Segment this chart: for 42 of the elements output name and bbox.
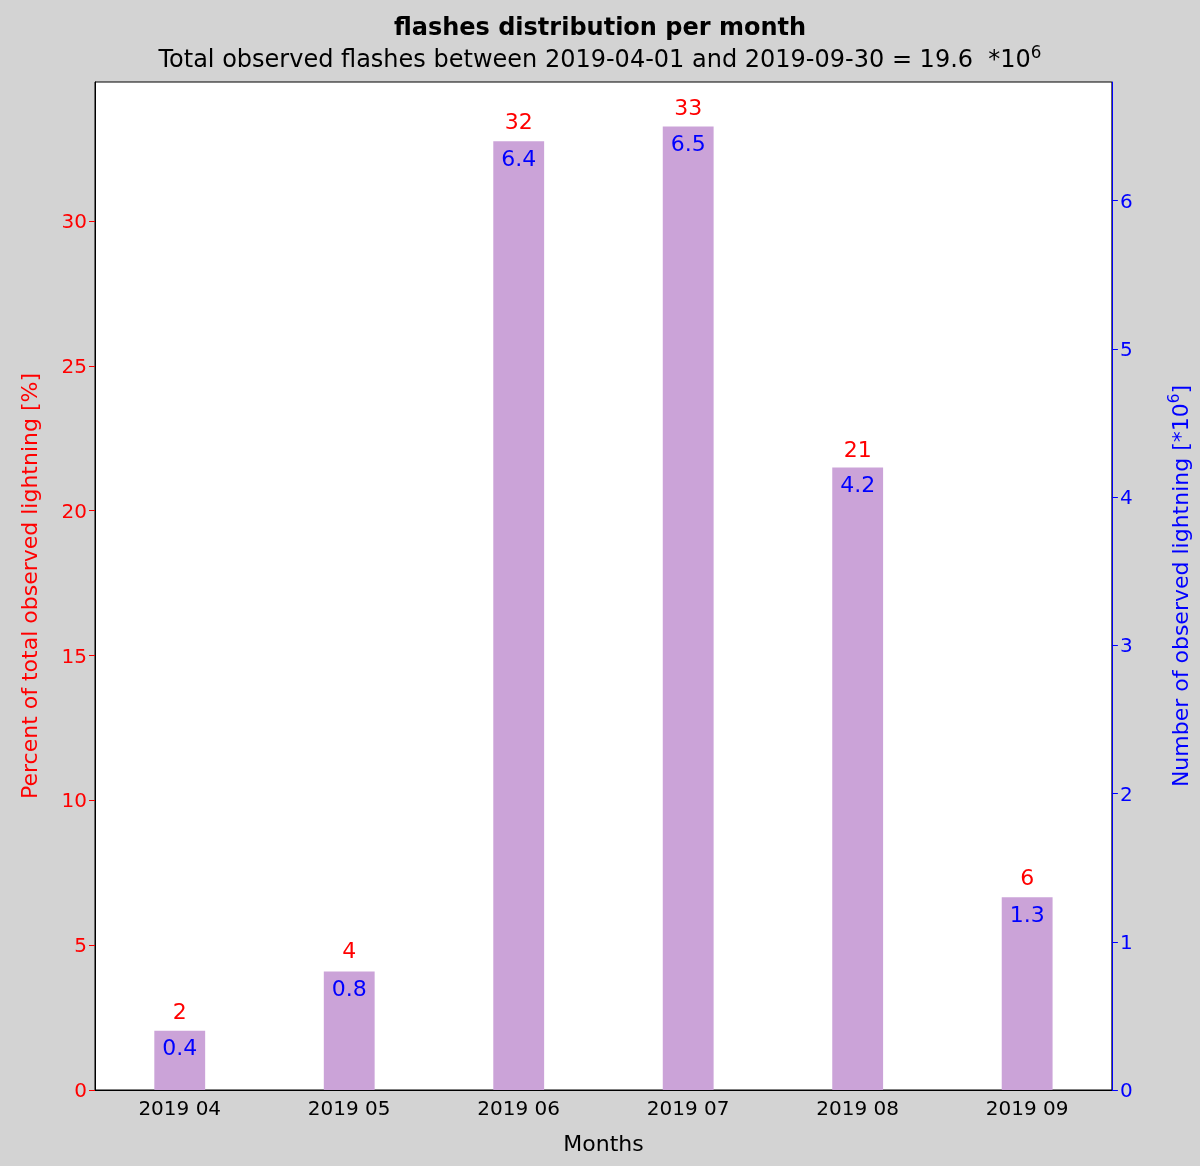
y-tick-label: 0 bbox=[74, 1078, 87, 1102]
y2-tick-label: 1 bbox=[1119, 929, 1133, 954]
bar bbox=[154, 1030, 206, 1090]
y2-tick-label: 0 bbox=[1119, 1078, 1133, 1102]
annotation: 33 bbox=[674, 94, 703, 120]
data-label: 0.4 bbox=[162, 1035, 198, 1061]
data-label: 1.3 bbox=[1009, 901, 1045, 927]
annotation: 21 bbox=[843, 436, 872, 462]
x-tick-label: 2019 07 bbox=[646, 1096, 730, 1120]
y-tick-label: 20 bbox=[61, 498, 87, 523]
chart-title: flashes distribution per month bbox=[393, 13, 807, 41]
bar bbox=[323, 971, 375, 1090]
x-tick-label: 2019 09 bbox=[985, 1096, 1069, 1120]
y2-tick-label: 4 bbox=[1119, 485, 1133, 510]
y-tick-label: 30 bbox=[61, 209, 87, 234]
data-label: 4.2 bbox=[840, 471, 876, 497]
x-tick-label: 2019 05 bbox=[307, 1096, 391, 1120]
bar bbox=[1001, 897, 1053, 1090]
annotation: 6 bbox=[1020, 865, 1035, 891]
y2-tick-label: 5 bbox=[1119, 336, 1133, 361]
y-tick-label: 25 bbox=[61, 353, 87, 378]
data-label: 6.5 bbox=[670, 130, 706, 156]
y-tick-label: 5 bbox=[74, 933, 87, 958]
bar bbox=[662, 126, 714, 1090]
annotation: 32 bbox=[504, 109, 533, 135]
y2-tick-label: 3 bbox=[1119, 633, 1133, 658]
annotation: 4 bbox=[342, 937, 357, 963]
y2-axis-title: Number of observed lightning [*106] bbox=[1165, 384, 1194, 788]
bar bbox=[493, 141, 545, 1090]
y-axis-title: Percent of total observed lightning [%] bbox=[16, 372, 42, 800]
x-tick-label: 2019 06 bbox=[477, 1096, 561, 1120]
y-tick-label: 15 bbox=[61, 643, 87, 668]
bar bbox=[832, 467, 884, 1090]
annotation: 2 bbox=[172, 998, 187, 1024]
y2-tick-label: 6 bbox=[1119, 188, 1133, 213]
y-tick-label: 10 bbox=[61, 788, 87, 813]
x-tick-label: 2019 04 bbox=[138, 1096, 222, 1120]
data-label: 6.4 bbox=[501, 145, 537, 171]
data-label: 0.8 bbox=[331, 975, 367, 1001]
y2-tick-label: 2 bbox=[1119, 781, 1133, 806]
x-tick-label: 2019 08 bbox=[816, 1096, 900, 1120]
x-axis-title: Months bbox=[563, 1130, 644, 1156]
